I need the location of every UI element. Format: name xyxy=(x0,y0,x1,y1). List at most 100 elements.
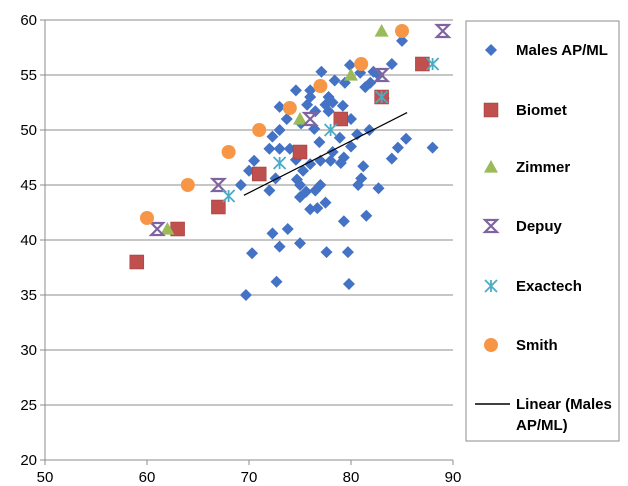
males-ap-ml-point xyxy=(248,154,261,167)
males-ap-ml-point xyxy=(337,215,350,228)
males-ap-ml-point xyxy=(341,246,354,259)
males-ap-ml-point xyxy=(396,34,408,47)
legend-label-biomet: Biomet xyxy=(516,102,567,119)
x-tick-label: 90 xyxy=(445,469,462,486)
males-ap-ml-point xyxy=(319,196,332,209)
depuy-point xyxy=(209,177,228,193)
males-ap-ml-point xyxy=(246,247,259,260)
smith-point xyxy=(140,211,154,225)
legend: Males AP/ML Biomet Zimmer Depuy Exactech Smit… xyxy=(465,20,620,442)
legend-label-depuy: Depuy xyxy=(516,218,563,235)
zimmer-point xyxy=(160,222,175,235)
legend-label-exactech: Exactech xyxy=(516,278,582,295)
males-ap-ml-point xyxy=(360,209,373,222)
smith-point xyxy=(395,24,409,38)
legend-swatch-biomet xyxy=(483,102,499,118)
y-tick-label: 50 xyxy=(20,122,37,139)
biomet-point xyxy=(251,166,267,182)
males-ap-ml-point xyxy=(315,65,328,78)
males-ap-ml-point xyxy=(300,185,313,198)
biomet-point xyxy=(333,111,349,127)
smith-point xyxy=(354,57,369,71)
males-ap-ml-point xyxy=(266,130,279,143)
smith-point xyxy=(313,79,328,93)
males-ap-ml-point xyxy=(273,240,286,253)
x-tick-label: 60 xyxy=(139,469,156,486)
males-ap-ml-point xyxy=(311,202,324,215)
smith-point xyxy=(282,101,297,115)
males-ap-ml-point xyxy=(266,227,279,240)
males-ap-ml-point xyxy=(324,154,337,167)
depuy-point xyxy=(301,111,319,127)
depuy-point xyxy=(372,67,391,83)
biomet-point xyxy=(129,254,145,270)
males-ap-ml-point xyxy=(372,182,385,195)
males-ap-ml-point xyxy=(313,136,326,149)
exactech-point xyxy=(323,123,338,137)
gridlines xyxy=(45,19,453,406)
males-ap-ml-point xyxy=(280,113,293,125)
males-ap-ml-point xyxy=(294,237,306,250)
zimmer-point xyxy=(344,68,358,81)
males-ap-ml-point xyxy=(297,164,310,177)
males-ap-ml-point xyxy=(290,173,303,186)
males-ap-ml-point xyxy=(351,128,364,141)
exactech-point xyxy=(425,57,440,71)
males-ap-ml-point xyxy=(304,84,317,97)
legend-swatch-depuy xyxy=(482,218,500,234)
males-ap-ml-point xyxy=(309,105,322,118)
males-ap-ml-point xyxy=(426,141,439,154)
males-ap-ml-point xyxy=(372,69,385,81)
males-ap-ml-point xyxy=(263,184,276,197)
x-tick-label: 70 xyxy=(241,469,258,486)
biomet-point xyxy=(292,144,308,160)
biomet-point xyxy=(211,199,226,215)
zimmer-point xyxy=(374,24,389,37)
y-tick-label: 25 xyxy=(20,397,37,414)
males-ap-ml-point xyxy=(328,74,341,87)
y-tick-label: 35 xyxy=(20,287,37,304)
males-ap-ml-point xyxy=(345,140,357,153)
exactech-point xyxy=(221,189,236,203)
males-ap-ml-point xyxy=(263,142,276,155)
males-ap-ml-point xyxy=(342,278,355,290)
y-tick-label: 40 xyxy=(20,232,37,249)
x-tick-label: 50 xyxy=(37,469,54,486)
smith-point xyxy=(180,178,195,192)
males-ap-ml-point xyxy=(281,223,294,235)
males-ap-ml-point xyxy=(273,142,286,155)
males-ap-ml-point xyxy=(326,96,339,109)
males-ap-ml-point xyxy=(364,76,377,89)
legend-label-zimmer: Zimmer xyxy=(516,159,570,176)
plot-area xyxy=(129,23,452,301)
males-ap-ml-point xyxy=(273,100,286,113)
legend-label-linear-males-ap-ml: Linear (Males AP/ML) xyxy=(516,396,612,434)
males-ap-ml-point xyxy=(234,179,247,191)
males-ap-ml-point xyxy=(337,151,350,164)
tick-labels: 20 25 30 35 40 45 50 55 60 50 60 70 80 90 xyxy=(20,12,461,486)
x-tick-label: 80 xyxy=(343,469,360,486)
smith-point xyxy=(221,145,236,159)
y-tick-label: 60 xyxy=(20,12,37,29)
legend-swatch-smith xyxy=(484,338,498,352)
males-ap-ml-point xyxy=(333,131,346,144)
males-ap-ml-point xyxy=(355,172,368,185)
smith-point xyxy=(252,123,267,137)
males-ap-ml-point xyxy=(336,99,349,112)
y-tick-label: 45 xyxy=(20,177,37,194)
legend-label-smith: Smith xyxy=(516,337,558,354)
males-ap-ml-point xyxy=(322,105,335,118)
trendline xyxy=(243,112,408,196)
exactech-point xyxy=(272,156,287,170)
males-ap-ml-point xyxy=(385,152,398,165)
depuy-point xyxy=(434,23,452,39)
legend-swatch-zimmer xyxy=(484,160,498,173)
males-ap-ml-point xyxy=(391,141,404,154)
males-ap-ml-point xyxy=(385,58,398,70)
males-ap-ml-point xyxy=(304,91,317,103)
axes xyxy=(40,19,454,465)
males-ap-ml-point xyxy=(269,172,282,185)
y-tick-label: 55 xyxy=(20,67,37,84)
legend-swatch-exactech xyxy=(484,279,498,293)
